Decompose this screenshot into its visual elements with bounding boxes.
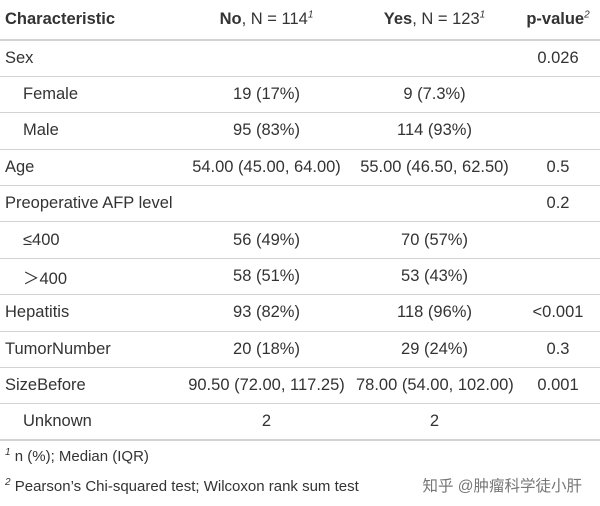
header-yes-count: , N = 123 <box>412 10 480 28</box>
footnote-1: 1 n (%); Median (IQR) <box>5 447 149 466</box>
table-row: Female 19 (17%) 9 (7.3%) <box>0 76 600 114</box>
cell-yes <box>353 40 516 77</box>
table-row: Unknown 2 2 <box>0 403 600 442</box>
cell-yes: 9 (7.3%) <box>353 76 516 114</box>
cell-no <box>180 185 353 223</box>
cell-pvalue <box>516 221 600 259</box>
cell-pvalue <box>516 76 600 114</box>
table-row: Sex 0.026 <box>0 40 600 77</box>
cell-pvalue <box>516 258 600 296</box>
cell-no <box>180 40 353 77</box>
cell-no: 2 <box>180 403 353 442</box>
cell-no: 20 (18%) <box>180 331 353 369</box>
header-yes-bold: Yes <box>383 10 413 28</box>
row-label: Preoperative AFP level <box>0 185 180 223</box>
cell-yes: 2 <box>353 403 516 442</box>
summary-table: Characteristic No, N = 1141 Yes, N = 123… <box>0 0 600 442</box>
row-label: Male <box>0 112 180 150</box>
header-no-count: , N = 114 <box>241 10 308 28</box>
table-row: Preoperative AFP level 0.2 <box>0 185 600 223</box>
table-row: ＞400 58 (51%) 53 (43%) <box>0 258 600 296</box>
cell-pvalue <box>516 112 600 150</box>
table-row: ≤400 56 (49%) 70 (57%) <box>0 221 600 259</box>
table-row: SizeBefore 90.50 (72.00, 117.25) 78.00 (… <box>0 367 600 405</box>
cell-yes <box>353 185 516 223</box>
row-label: Sex <box>0 40 180 77</box>
cell-yes: 53 (43%) <box>353 258 516 296</box>
table-row: Age 54.00 (45.00, 64.00) 55.00 (46.50, 6… <box>0 149 600 187</box>
header-pvalue-label: p-value <box>526 10 585 28</box>
header-characteristic: Characteristic <box>0 0 180 41</box>
cell-pvalue: 0.026 <box>516 40 600 77</box>
cell-pvalue <box>516 403 600 442</box>
row-label: TumorNumber <box>0 331 180 369</box>
cell-pvalue: 0.001 <box>516 367 600 405</box>
row-label: Age <box>0 149 180 187</box>
cell-no: 58 (51%) <box>180 258 353 296</box>
cell-yes: 78.00 (54.00, 102.00) <box>353 367 516 405</box>
cell-pvalue: 0.2 <box>516 185 600 223</box>
watermark: 知乎 @肿瘤科学徒小肝 <box>422 478 582 495</box>
table-row: TumorNumber 20 (18%) 29 (24%) 0.3 <box>0 331 600 369</box>
footnote-mark: 2 <box>5 477 11 488</box>
header-pvalue: p-value2 <box>516 0 600 41</box>
cell-yes: 29 (24%) <box>353 331 516 369</box>
table-row: Hepatitis 93 (82%) 118 (96%) <0.001 <box>0 294 600 332</box>
row-label: ≤400 <box>0 221 180 259</box>
row-label: Hepatitis <box>0 294 180 332</box>
footnote-mark: 1 <box>5 447 11 458</box>
header-no-bold: No <box>219 10 242 28</box>
table-row: Male 95 (83%) 114 (93%) <box>0 112 600 150</box>
footnote-text: n (%); Median (IQR) <box>14 448 149 465</box>
cell-yes: 70 (57%) <box>353 221 516 259</box>
cell-no: 95 (83%) <box>180 112 353 150</box>
header-pvalue-footnote-mark: 2 <box>584 9 590 21</box>
cell-yes: 114 (93%) <box>353 112 516 150</box>
footnote-2: 2 Pearson’s Chi-squared test; Wilcoxon r… <box>5 477 359 496</box>
cell-pvalue: 0.5 <box>516 149 600 187</box>
cell-yes: 55.00 (46.50, 62.50) <box>353 149 516 187</box>
header-row: Characteristic No, N = 1141 Yes, N = 123… <box>0 0 600 41</box>
cell-no: 19 (17%) <box>180 76 353 114</box>
header-yes-group: Yes, N = 1231 <box>353 0 516 41</box>
cell-no: 56 (49%) <box>180 221 353 259</box>
row-label: ＞400 <box>0 258 180 296</box>
row-label: SizeBefore <box>0 367 180 405</box>
header-yes-footnote-mark: 1 <box>479 9 486 21</box>
cell-pvalue: <0.001 <box>516 294 600 332</box>
footnote-text: Pearson’s Chi-squared test; Wilcoxon ran… <box>14 478 359 495</box>
header-no-group: No, N = 1141 <box>180 0 353 41</box>
cell-no: 93 (82%) <box>180 294 353 332</box>
cell-no: 90.50 (72.00, 117.25) <box>180 367 353 405</box>
cell-pvalue: 0.3 <box>516 331 600 369</box>
row-label: Unknown <box>0 403 180 442</box>
row-label: Female <box>0 76 180 114</box>
cell-yes: 118 (96%) <box>353 294 516 332</box>
cell-no: 54.00 (45.00, 64.00) <box>180 149 353 187</box>
header-no-footnote-mark: 1 <box>307 9 314 21</box>
